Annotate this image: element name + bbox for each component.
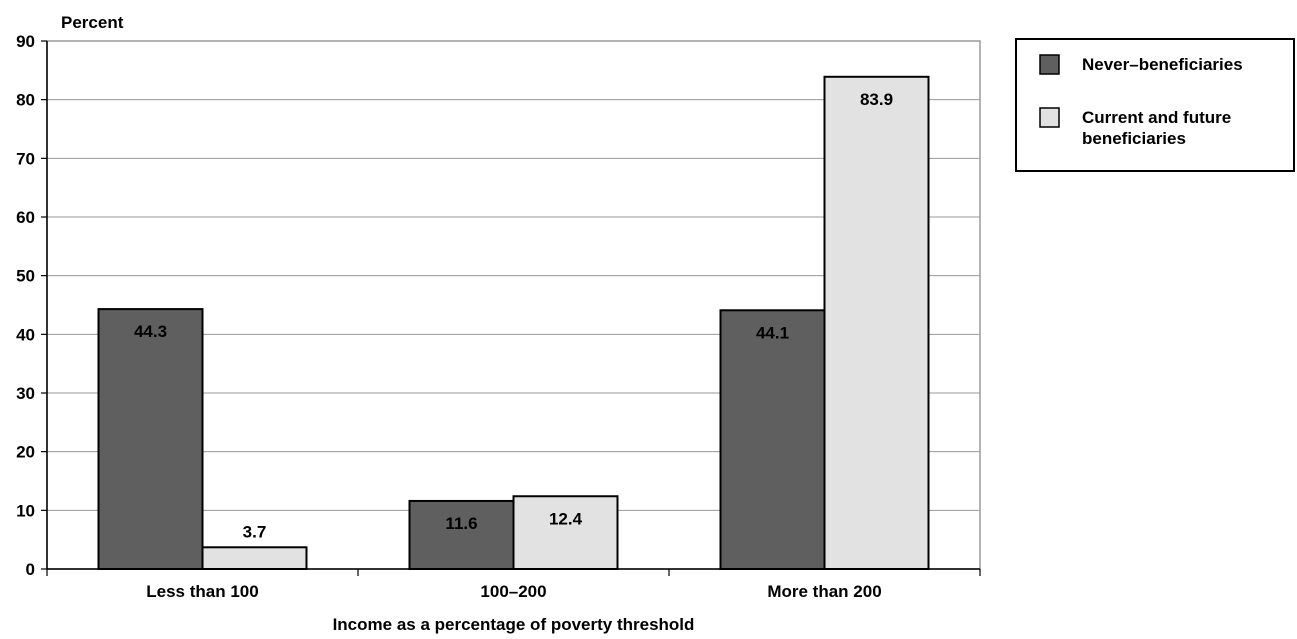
x-axis: Less than 100 100–200 More than 200 [46,568,981,601]
legend-swatch [1039,54,1060,75]
legend-label: Never–beneficiaries [1082,55,1243,74]
y-tick-label: 10 [16,501,35,520]
y-axis-unit-label: Percent [61,13,124,32]
y-tick-label: 80 [16,91,35,110]
bar [408,499,515,570]
bar-value-label: 12.4 [549,509,583,528]
legend-label: beneficiaries [1082,129,1186,148]
y-tick-label: 30 [16,384,35,403]
bar-value-label: 3.7 [243,522,267,541]
bar-value-label: 44.3 [134,322,167,341]
bar [719,309,826,570]
bar-value-label: 44.1 [756,323,789,342]
y-tick-label: 50 [16,267,35,286]
y-tick-label: 40 [16,325,35,344]
y-tick-label: 90 [16,32,35,51]
legend-box [1015,38,1295,172]
y-tick-label: 20 [16,443,35,462]
bar-group: 44.3 11.6 44.1 3.7 12.4 83.9 [97,75,930,571]
bar [823,75,930,571]
x-category-label: 100–200 [480,582,546,601]
bar-value-label: 11.6 [445,514,477,533]
y-axis: 0 10 20 30 40 50 60 70 80 90 [16,32,48,579]
legend-swatch [1039,107,1060,128]
x-category-label: More than 200 [767,582,881,601]
bar [512,495,619,570]
y-tick-label: 0 [26,560,35,579]
y-tick-label: 60 [16,208,35,227]
x-axis-title: Income as a percentage of poverty thresh… [333,615,695,634]
y-tick-label: 70 [16,149,35,168]
legend-label: Current and future [1082,108,1231,127]
bar [97,308,204,570]
legend: Never–beneficiaries Current and future ben… [1015,38,1295,172]
x-category-label: Less than 100 [146,582,258,601]
bar-value-label: 83.9 [860,90,893,109]
bar [201,546,308,571]
